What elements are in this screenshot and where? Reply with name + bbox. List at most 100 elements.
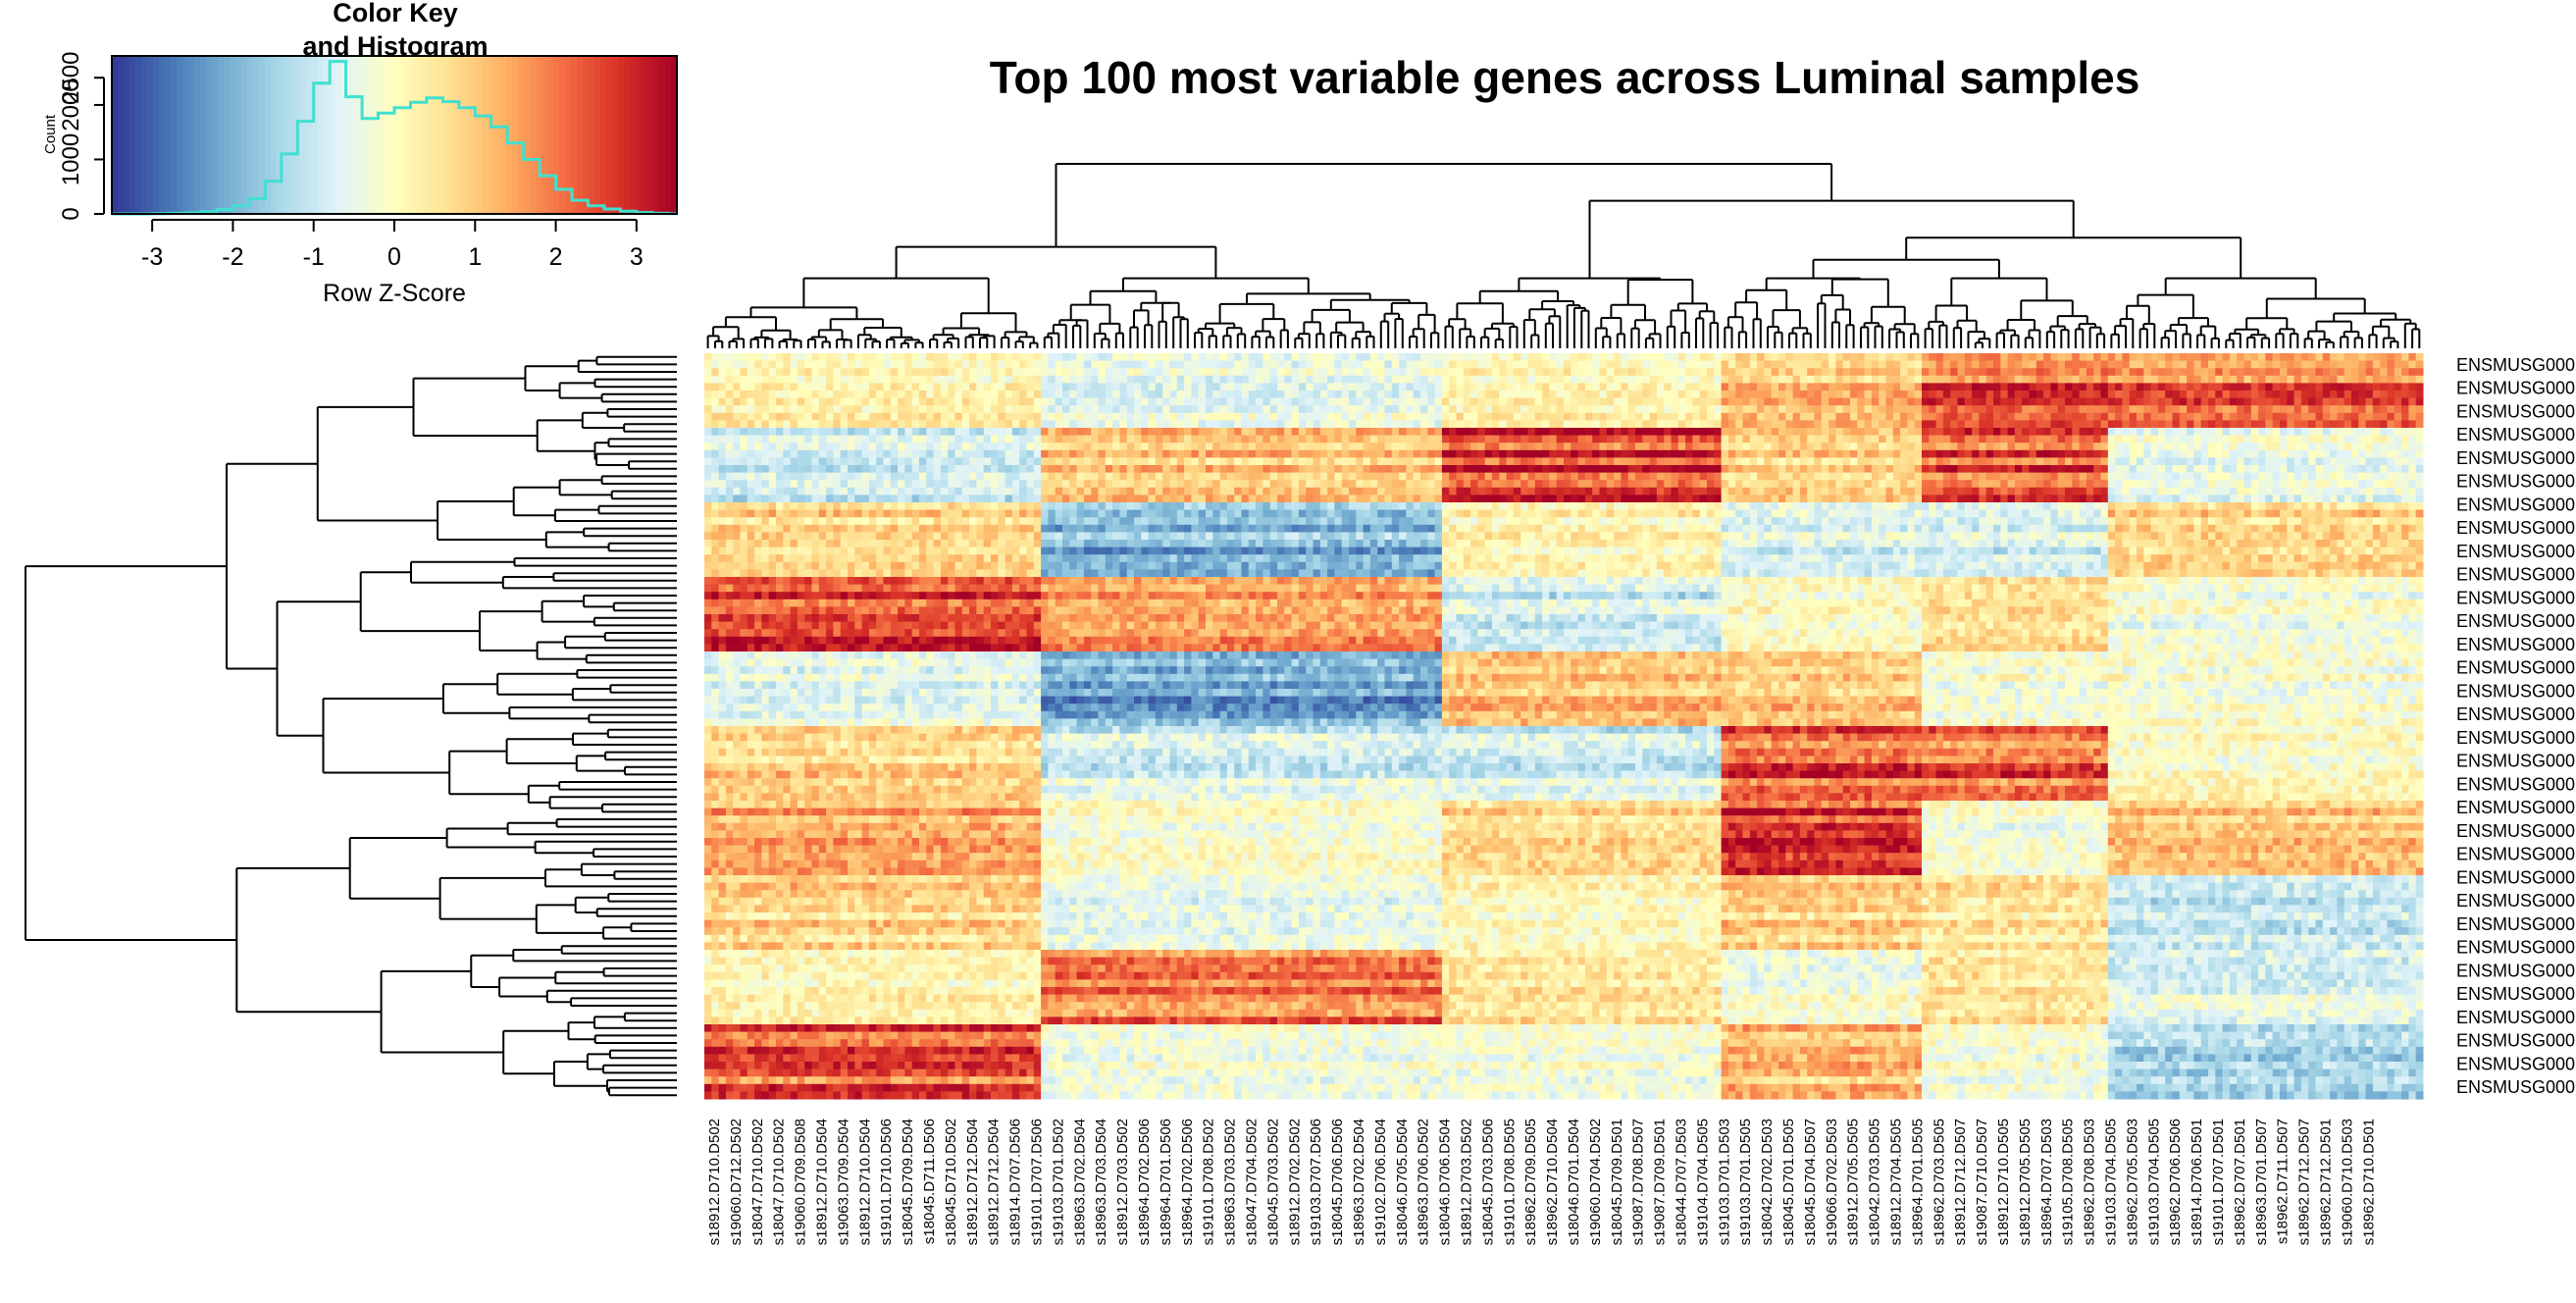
heatmap-cell xyxy=(1885,397,1894,406)
heatmap-cell xyxy=(1327,435,1335,443)
heatmap-cell xyxy=(2100,405,2109,414)
heatmap-cell xyxy=(718,391,727,399)
heatmap-cell xyxy=(1721,405,1729,414)
heatmap-cell xyxy=(797,457,805,466)
heatmap-cell xyxy=(2100,375,2109,384)
heatmap-cell xyxy=(2365,397,2374,406)
heatmap-cell xyxy=(1477,368,1486,377)
heatmap-cell xyxy=(933,360,942,369)
heatmap-cell xyxy=(1212,443,1221,451)
heatmap-cell xyxy=(991,465,999,474)
heatmap-cell xyxy=(2287,360,2295,369)
heatmap-cell xyxy=(1599,360,1608,369)
heatmap-cell xyxy=(1119,405,1128,414)
heatmap-cell xyxy=(2065,360,2073,369)
heatmap-cell xyxy=(2100,457,2109,466)
heatmap-cell xyxy=(1914,368,1923,377)
heatmap-cell xyxy=(2351,397,2359,406)
heatmap-cell xyxy=(740,457,748,466)
heatmap-cell xyxy=(1206,443,1213,451)
heatmap-cell xyxy=(1900,465,1908,474)
heatmap-cell xyxy=(1879,397,1886,406)
heatmap-cell xyxy=(1900,375,1908,384)
heatmap-cell xyxy=(1707,353,1715,362)
heatmap-cell xyxy=(1606,397,1615,406)
heatmap-cell xyxy=(1892,397,1901,406)
heatmap-cell xyxy=(2172,457,2181,466)
heatmap-cell xyxy=(2330,383,2338,391)
heatmap-cell xyxy=(1499,428,1508,437)
color-key-swatch xyxy=(453,56,460,214)
heatmap-cell xyxy=(2187,420,2194,429)
heatmap-cell xyxy=(1206,465,1213,474)
heatmap-cell xyxy=(1757,428,1765,437)
heatmap-cell xyxy=(2250,428,2259,437)
heatmap-cell xyxy=(1055,449,1063,458)
heatmap-cell xyxy=(1219,375,1228,384)
heatmap-cell xyxy=(1441,457,1450,466)
heatmap-cell xyxy=(1112,428,1120,437)
heatmap-cell xyxy=(919,443,927,451)
heatmap-cell xyxy=(1592,457,1600,466)
heatmap-cell xyxy=(2308,391,2316,399)
heatmap-cell xyxy=(1148,443,1157,451)
heatmap-cell xyxy=(998,412,1006,421)
heatmap-cell xyxy=(1879,420,1886,429)
heatmap-cell xyxy=(883,397,892,406)
heatmap-cell xyxy=(1363,443,1371,451)
color-key-swatch xyxy=(318,56,325,214)
heatmap-cell xyxy=(754,457,762,466)
heatmap-cell xyxy=(883,443,892,451)
heatmap-cell xyxy=(2072,428,2081,437)
heatmap-cell xyxy=(718,360,727,369)
heatmap-cell xyxy=(1334,412,1343,421)
heatmap-cell xyxy=(1642,457,1651,466)
heatmap-cell xyxy=(1821,353,1829,362)
heatmap-cell xyxy=(1627,391,1636,399)
heatmap-cell xyxy=(1842,412,1851,421)
heatmap-cell xyxy=(2129,449,2138,458)
heatmap-cell xyxy=(1829,449,1836,458)
heatmap-cell xyxy=(2193,435,2202,443)
heatmap-cell xyxy=(1721,360,1729,369)
heatmap-cell xyxy=(2300,368,2309,377)
color-key-x-tick-label: -3 xyxy=(141,243,163,271)
heatmap-cell xyxy=(1749,465,1758,474)
heatmap-cell xyxy=(1463,368,1471,377)
heatmap-cell xyxy=(1885,412,1894,421)
heatmap-cell xyxy=(804,391,812,399)
heatmap-cell xyxy=(2187,360,2194,369)
heatmap-cell xyxy=(1577,412,1586,421)
heatmap-cell xyxy=(991,443,999,451)
heatmap-cell xyxy=(2050,353,2059,362)
heatmap-cell xyxy=(2029,420,2037,429)
heatmap-cell xyxy=(1492,412,1500,421)
heatmap-cell xyxy=(1900,443,1908,451)
heatmap-cell xyxy=(1327,412,1335,421)
heatmap-cell xyxy=(1792,360,1801,369)
heatmap-cell xyxy=(1692,360,1701,369)
heatmap-cell xyxy=(747,368,755,377)
heatmap-cell xyxy=(2100,353,2109,362)
heatmap-cell xyxy=(1069,353,1078,362)
heatmap-cell xyxy=(1799,428,1808,437)
heatmap-cell xyxy=(1492,449,1500,458)
heatmap-cell xyxy=(1126,383,1135,391)
heatmap-cell xyxy=(1313,368,1321,377)
heatmap-cell xyxy=(1972,391,1980,399)
heatmap-cell xyxy=(1391,353,1400,362)
heatmap-cell xyxy=(1520,405,1528,414)
heatmap-cell xyxy=(2122,465,2131,474)
heatmap-cell xyxy=(1972,353,1980,362)
heatmap-cell xyxy=(1792,443,1801,451)
heatmap-cell xyxy=(1792,391,1801,399)
heatmap-cell xyxy=(2014,391,2023,399)
heatmap-cell xyxy=(2222,383,2231,391)
heatmap-cell xyxy=(1864,465,1873,474)
heatmap-cell xyxy=(1671,391,1679,399)
heatmap-cell xyxy=(1749,368,1758,377)
heatmap-cell xyxy=(969,465,977,474)
heatmap-cell xyxy=(1391,412,1400,421)
heatmap-cell xyxy=(2029,443,2037,451)
heatmap-cell xyxy=(1105,397,1113,406)
